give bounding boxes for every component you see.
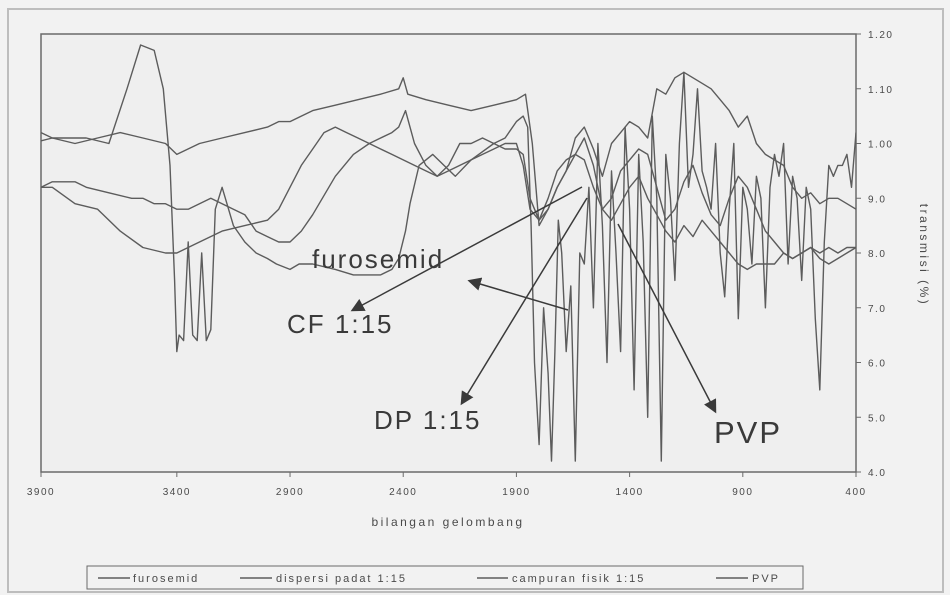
arrow-dp <box>460 197 588 406</box>
annotation-pvp: PVP <box>714 415 782 450</box>
annotation-dp: DP 1:15 <box>374 405 481 435</box>
legend-label-pvp: PVP <box>752 573 780 585</box>
arrow-cf <box>350 186 583 312</box>
x-tick-label: 1400 <box>615 487 643 498</box>
legend-label-furosemid: furosemid <box>133 573 199 585</box>
x-axis: 3900 3400 2900 2400 1900 1400 900 400 <box>27 472 866 498</box>
annotation-furosemid: furosemid <box>312 244 444 274</box>
x-tick-label: 900 <box>732 487 753 498</box>
legend-label-dispersi: dispersi padat 1:15 <box>276 573 407 585</box>
series-layer <box>41 44 856 462</box>
series-line-2 <box>41 109 856 271</box>
y-tick-label: 6.0 <box>868 359 886 370</box>
legend-box <box>86 565 804 590</box>
y-tick-label: 1.00 <box>868 140 893 151</box>
x-tick-label: 3400 <box>163 487 191 498</box>
y-tick-label: 4.0 <box>868 468 886 479</box>
annotations: furosemid CF 1:15 DP 1:15 PVP <box>287 186 782 450</box>
y-axis: 4.0 5.0 6.0 7.0 8.0 9.0 1.00 1.10 1.20 <box>856 30 893 479</box>
x-tick-label: 1900 <box>502 487 530 498</box>
y-tick-label: 1.20 <box>868 30 893 41</box>
legend: furosemid dispersi padat 1:15 campuran f… <box>86 565 804 590</box>
x-tick-label: 2400 <box>389 487 417 498</box>
x-tick-label: 400 <box>845 487 866 498</box>
arrow-pvp <box>617 223 717 414</box>
y-tick-label: 8.0 <box>868 249 886 260</box>
y-tick-label: 7.0 <box>868 304 886 315</box>
y-tick-label: 9.0 <box>868 194 886 205</box>
y-axis-title: transmisi (%) <box>917 204 931 307</box>
y-tick-label: 1.10 <box>868 85 893 96</box>
y-tick-label: 5.0 <box>868 413 886 424</box>
arrow-furosemid <box>467 277 569 311</box>
legend-label-campuran: campuran fisik 1:15 <box>512 573 645 585</box>
series-line-3 <box>41 126 856 265</box>
x-axis-title: bilangan gelombang <box>371 515 524 529</box>
x-tick-label: 2900 <box>276 487 304 498</box>
series-line-0 <box>41 44 856 462</box>
x-tick-label: 3900 <box>27 487 55 498</box>
annotation-cf: CF 1:15 <box>287 309 394 339</box>
